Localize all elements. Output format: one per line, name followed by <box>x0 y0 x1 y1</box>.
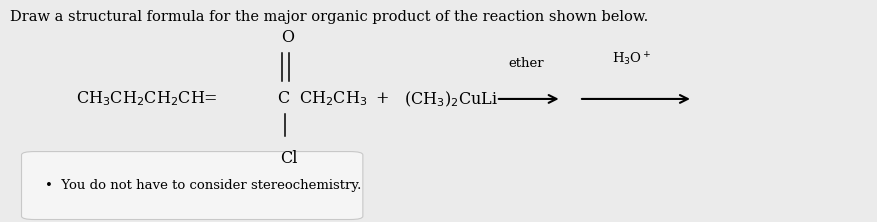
Text: CH$_3$CH$_2$CH$_2$CH=: CH$_3$CH$_2$CH$_2$CH= <box>75 90 217 108</box>
Text: +: + <box>375 90 389 107</box>
Text: H$_3$O$^+$: H$_3$O$^+$ <box>611 51 651 68</box>
Text: Cl: Cl <box>280 150 297 167</box>
Text: Draw a structural formula for the major organic product of the reaction shown be: Draw a structural formula for the major … <box>11 10 647 24</box>
Text: O: O <box>282 29 294 46</box>
Text: (CH$_3$)$_2$CuLi: (CH$_3$)$_2$CuLi <box>403 89 497 109</box>
Text: CH$_2$CH$_3$: CH$_2$CH$_3$ <box>299 90 367 108</box>
FancyBboxPatch shape <box>22 152 362 220</box>
Text: C: C <box>277 90 289 107</box>
Text: •  You do not have to consider stereochemistry.: • You do not have to consider stereochem… <box>45 179 361 192</box>
Text: ether: ether <box>508 57 544 70</box>
